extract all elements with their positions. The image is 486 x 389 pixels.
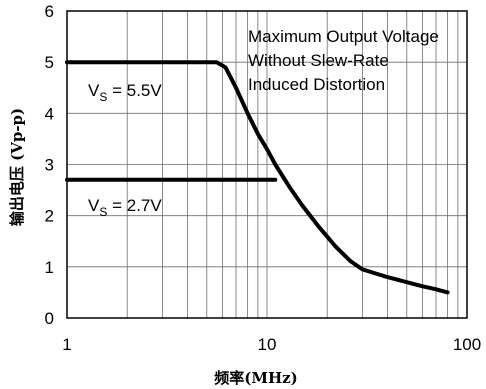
y-tick-label: 2 (45, 207, 54, 226)
annotation-line-2: Without Slew-Rate (248, 51, 389, 70)
series-label-5-5v: VS = 5.5V (88, 81, 162, 104)
annotation-line-3: Induced Distortion (248, 75, 385, 94)
grid-lines (67, 11, 467, 318)
x-axis-label: 频率(MHz) (214, 369, 298, 387)
x-tick-label: 1 (62, 335, 71, 354)
series-label-5-5v-sub: S (99, 90, 107, 104)
series-label-2-7v-value: = 2.7V (107, 196, 162, 215)
y-tick-label: 5 (45, 53, 54, 72)
series-line-1 (65, 60, 450, 295)
x-tick-label: 10 (258, 335, 277, 354)
y-axis-label: 输出电压 (Vp-p) (8, 108, 26, 226)
x-axis-tick-labels: 1 10 100 (62, 335, 481, 354)
y-tick-label: 3 (45, 156, 54, 175)
y-tick-label: 4 (45, 104, 54, 123)
y-tick-label: 1 (45, 258, 54, 277)
y-tick-label: 6 (45, 2, 54, 21)
series-label-2-7v: VS = 2.7V (88, 196, 162, 219)
series-label-2-7v-main: V (88, 196, 100, 215)
series-label-2-7v-sub: S (99, 205, 107, 219)
plot-frame (66, 10, 468, 319)
series-label-5-5v-value: = 5.5V (107, 81, 162, 100)
x-tick-label: 100 (453, 335, 481, 354)
series-label-5-5v-main: V (88, 81, 100, 100)
annotation-line-1: Maximum Output Voltage (248, 27, 439, 46)
series-lines (65, 60, 450, 295)
y-axis-tick-labels: 0 1 2 3 4 5 6 (45, 2, 54, 328)
y-tick-label: 0 (45, 309, 54, 328)
